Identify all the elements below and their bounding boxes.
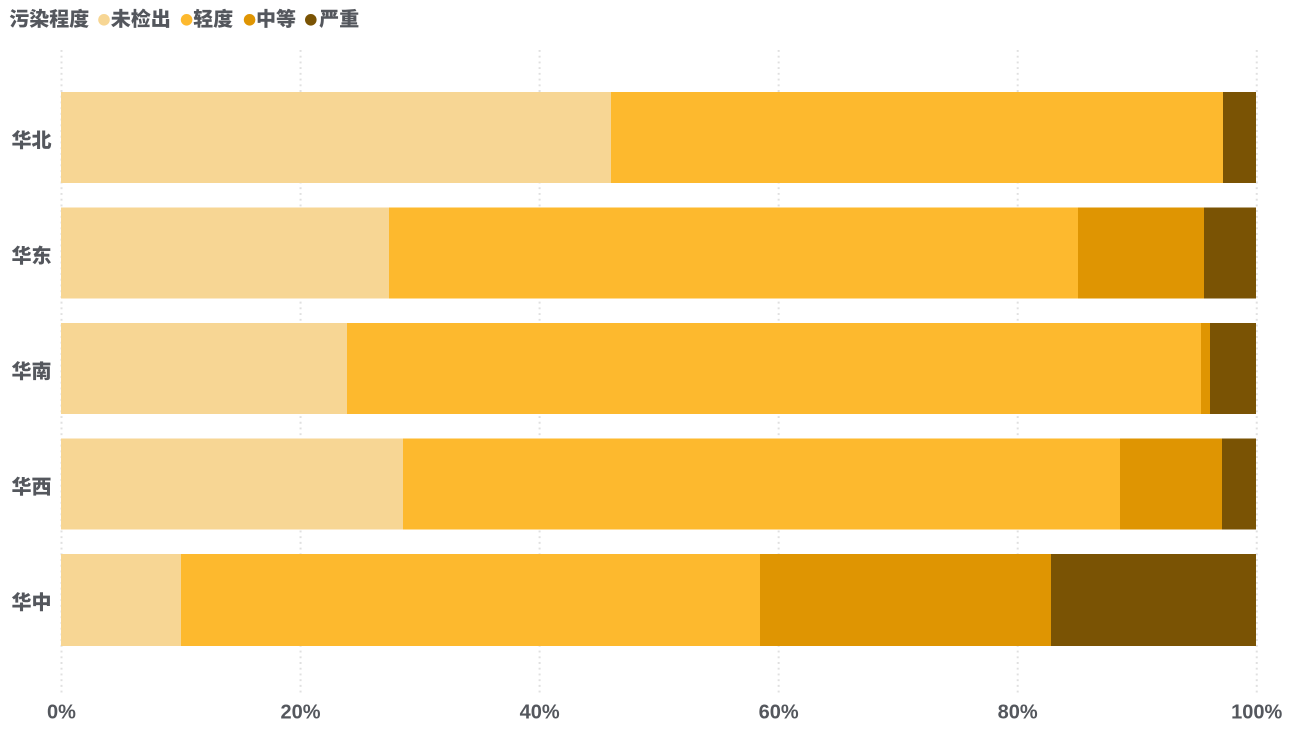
svg-text:80%: 80% [998, 702, 1038, 724]
svg-text:40%: 40% [520, 702, 560, 724]
svg-text:20%: 20% [281, 702, 321, 724]
svg-text:100%: 100% [1231, 702, 1282, 724]
svg-text:60%: 60% [759, 702, 799, 724]
svg-text:0%: 0% [47, 702, 76, 724]
